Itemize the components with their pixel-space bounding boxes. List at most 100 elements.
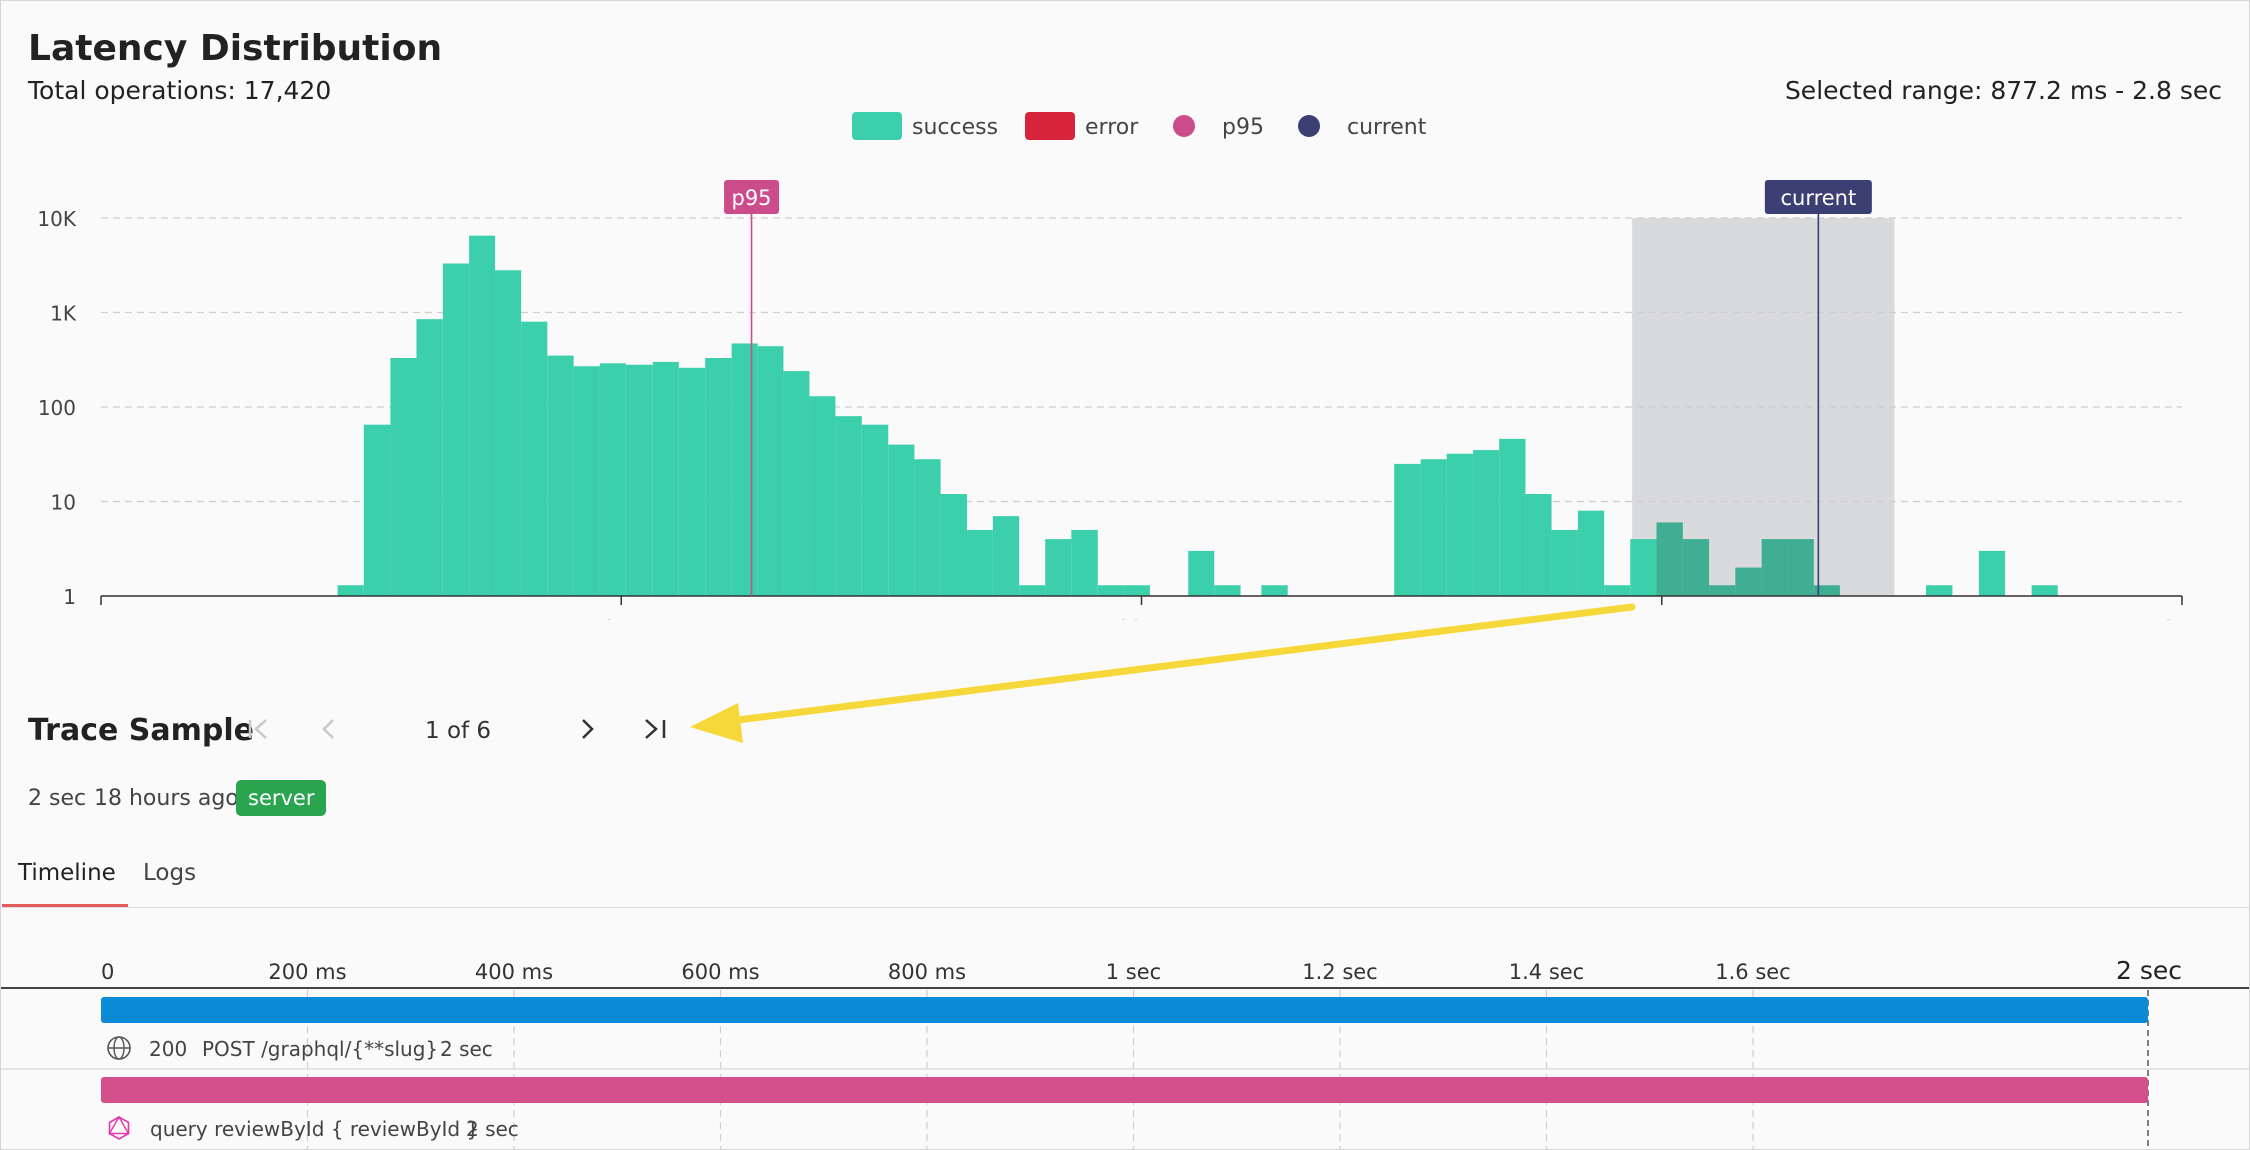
x-tick-label: 1 sec — [1635, 616, 1688, 620]
trace-timeline[interactable]: 0 200 ms 400 ms 600 ms 800 ms 1 sec 1.2 sec 1.4… — [0, 908, 2250, 1150]
span-status: 200 — [149, 1037, 187, 1061]
span-bar — [101, 997, 2148, 1023]
histogram-bar — [1261, 585, 1288, 596]
histogram-bar — [495, 270, 522, 596]
histogram-bar — [363, 424, 391, 596]
graphql-icon-triangle — [108, 1115, 130, 1135]
x-tick-label: 1 ms — [77, 616, 126, 620]
legend-label-p95: p95 — [1222, 115, 1264, 140]
timeline-tick-label: 1.6 sec — [1715, 960, 1790, 984]
histogram-bar — [1787, 539, 1814, 596]
timeline-tick-label: 800 ms — [888, 960, 966, 984]
x-tick-label: 100 ms — [1104, 616, 1178, 620]
timeline-tick-label: 1 sec — [1106, 960, 1161, 984]
first-page-button[interactable] — [244, 712, 274, 754]
histogram-bar — [783, 371, 810, 596]
histogram-bar — [1813, 585, 1840, 596]
timeline-tick-label: 1.2 sec — [1302, 960, 1377, 984]
p95-marker-label: p95 — [731, 186, 771, 210]
histogram-bar — [1019, 585, 1046, 596]
histogram-bar — [940, 494, 968, 596]
legend-label-current: current — [1347, 115, 1427, 140]
next-page-button[interactable] — [572, 712, 602, 754]
histogram-bar — [390, 358, 417, 596]
page-title: Latency Distribution — [28, 28, 443, 69]
trace-sample-title: Trace Sample — [28, 713, 254, 748]
globe-icon — [107, 1036, 131, 1060]
histogram-bar — [731, 343, 758, 596]
histogram-bar — [861, 424, 889, 596]
chevron-left-icon — [322, 719, 334, 739]
graphql-icon-hex — [108, 1116, 130, 1140]
arrow-head — [690, 703, 743, 743]
histogram-bar — [914, 459, 941, 596]
span-label: query reviewById { reviewById } — [150, 1117, 479, 1141]
y-tick-label: 10K — [37, 207, 76, 231]
histogram-bar — [1071, 529, 1098, 596]
active-tab-indicator — [2, 904, 128, 907]
histogram-bar — [1097, 585, 1124, 596]
tab-logs[interactable]: Logs — [143, 860, 197, 886]
histogram-bar — [1604, 585, 1631, 596]
p95-marker-box — [724, 180, 780, 214]
tab-timeline[interactable]: Timeline — [18, 860, 116, 886]
histogram-bar — [1978, 550, 2006, 596]
graphql-icon — [108, 1115, 130, 1140]
legend-swatch-current — [1298, 115, 1320, 137]
histogram-bar — [835, 416, 862, 596]
histogram-bar — [1577, 510, 1605, 596]
service-badge: server — [236, 780, 327, 816]
trace-pager: 1 of 6 — [425, 718, 492, 744]
histogram-bar — [442, 263, 470, 596]
histogram-bar — [1551, 529, 1578, 596]
histogram-bar — [705, 358, 732, 596]
latency-histogram[interactable]: 1 10 100 1K 10K 1 ms 10 ms 100 ms 1 sec 10 sec p95… — [0, 100, 2250, 620]
span-duration: 2 sec — [466, 1117, 519, 1141]
trace-duration: 2 sec — [28, 786, 87, 811]
timeline-tick-label: 200 ms — [268, 960, 346, 984]
histogram-bar — [625, 364, 653, 596]
histogram-bar — [1499, 438, 1526, 596]
current-marker-box — [1764, 180, 1872, 214]
histogram-bar — [1525, 494, 1552, 596]
histogram-bar — [1188, 550, 1215, 596]
histogram-bar — [1682, 539, 1710, 596]
histogram-bar — [547, 355, 574, 596]
histogram-bar — [1045, 539, 1072, 596]
histogram-bar — [469, 235, 496, 596]
histogram-bar — [1925, 585, 1953, 596]
arrow-shaft — [734, 603, 1636, 724]
histogram-bar — [809, 396, 836, 596]
histogram-bar — [1446, 453, 1474, 596]
legend-swatch-p95 — [1173, 115, 1195, 137]
histogram-bar — [599, 363, 626, 596]
current-marker-label: current — [1780, 186, 1856, 210]
y-tick-label: 100 — [38, 396, 76, 420]
y-tick-label: 10 — [51, 491, 76, 515]
histogram-bar — [337, 585, 364, 596]
last-page-icon — [645, 719, 666, 739]
histogram-bar — [757, 346, 784, 596]
timeline-tick-label: 600 ms — [681, 960, 759, 984]
trace-time-ago: 18 hours ago — [94, 786, 239, 811]
timeline-tick-label: 0 — [101, 960, 114, 984]
histogram-bar — [967, 529, 993, 596]
y-tick-label: 1 — [63, 585, 76, 609]
histogram-bar — [1123, 585, 1150, 596]
timeline-tick-label: 2 sec — [2116, 956, 2182, 985]
timeline-tick-label: 400 ms — [475, 960, 553, 984]
first-page-icon — [248, 719, 267, 739]
histogram-bar — [1420, 459, 1447, 596]
tabs-divider — [0, 907, 2250, 908]
chevron-right-icon — [582, 719, 594, 739]
histogram-bar — [1630, 539, 1657, 596]
last-page-button[interactable] — [640, 712, 670, 754]
histogram-bar — [992, 516, 1020, 596]
histogram-bar — [1473, 450, 1500, 596]
prev-page-button[interactable] — [314, 712, 344, 754]
legend-label-error: error — [1085, 115, 1139, 140]
selected-range: Selected range: 877.2 ms - 2.8 sec — [1784, 76, 2222, 105]
x-tick-label: 10 ms — [590, 616, 652, 620]
histogram-bar — [678, 367, 706, 596]
histogram-bar — [521, 321, 548, 596]
